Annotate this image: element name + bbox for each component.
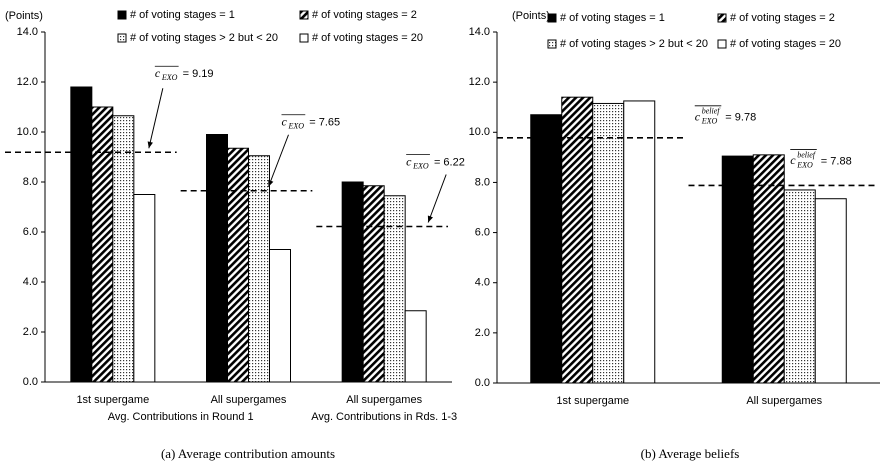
group-label: Avg. Contributions in Rds. 1-3 (311, 411, 457, 423)
legend-label: # of voting stages > 2 but < 20 (130, 32, 278, 44)
bar (752, 154, 785, 384)
legend-swatch (117, 10, 127, 20)
legend-label: # of voting stages > 2 but < 20 (560, 38, 708, 50)
bar (783, 189, 816, 384)
bar (206, 134, 228, 383)
subscript: EXO (796, 160, 813, 169)
bar (248, 155, 270, 383)
subscript: EXO (161, 73, 178, 82)
y-tick-label: 0.0 (23, 376, 38, 388)
subscript: EXO (288, 122, 305, 131)
y-unit: (Points) (512, 10, 550, 22)
y-tick-label: 10.0 (17, 126, 38, 138)
bar (362, 185, 385, 383)
bar (404, 310, 427, 383)
annotation-value: = 7.88 (821, 155, 852, 167)
y-tick-label: 4.0 (475, 277, 490, 289)
x-tick-label: All supergames (211, 394, 287, 406)
legend-swatch (299, 10, 309, 20)
legend-swatch (547, 39, 557, 49)
y-tick-label: 10.0 (469, 126, 490, 138)
superscript: belief (797, 150, 817, 159)
symbol: c (155, 66, 161, 80)
y-tick-label: 8.0 (23, 176, 38, 188)
legend-label: # of voting stages = 2 (312, 9, 417, 21)
bar (530, 114, 563, 384)
legend-label: # of voting stages = 1 (560, 12, 665, 24)
legend-swatch (117, 33, 127, 43)
bar (91, 106, 114, 383)
bar (112, 115, 135, 383)
y-unit: (Points) (5, 10, 43, 22)
y-tick-label: 12.0 (17, 76, 38, 88)
y-tick-label: 4.0 (23, 276, 38, 288)
legend-swatch (717, 13, 727, 23)
y-tick-label: 14.0 (17, 26, 38, 38)
subscript: EXO (701, 117, 718, 126)
symbol: c (282, 115, 288, 129)
bar (814, 198, 847, 384)
y-tick-label: 12.0 (469, 76, 490, 88)
bar (383, 195, 406, 383)
annotation-value: = 7.65 (309, 117, 340, 129)
legend-label: # of voting stages = 20 (730, 38, 841, 50)
group-label: Avg. Contributions in Round 1 (108, 411, 254, 423)
arrow-head (147, 141, 153, 149)
bar (623, 100, 656, 384)
symbol: c (695, 110, 701, 124)
y-tick-label: 8.0 (475, 176, 490, 188)
superscript: belief (702, 107, 722, 116)
bar (70, 86, 93, 383)
bar (341, 181, 364, 383)
x-tick-label: 1st supergame (556, 395, 629, 407)
arrow-head (268, 179, 274, 187)
y-tick-label: 6.0 (23, 226, 38, 238)
y-tick-label: 14.0 (469, 26, 490, 38)
bar (133, 194, 156, 383)
bar (561, 96, 594, 384)
x-tick-label: All supergames (346, 394, 422, 406)
arrow-head (427, 215, 433, 223)
legend-label: # of voting stages = 2 (730, 12, 835, 24)
bar (227, 147, 249, 383)
bar (721, 155, 754, 384)
caption: (b) Average beliefs (641, 446, 740, 461)
y-tick-label: 0.0 (475, 377, 490, 389)
y-tick-label: 2.0 (475, 327, 490, 339)
legend-swatch (299, 33, 309, 43)
annotation-value: = 9.19 (183, 68, 214, 80)
legend-label: # of voting stages = 20 (312, 32, 423, 44)
arrow (148, 88, 164, 149)
subscript: EXO (412, 161, 429, 170)
symbol: c (406, 154, 412, 168)
bar (269, 249, 291, 383)
bar (592, 102, 625, 384)
annotation-value: = 6.22 (434, 156, 465, 168)
y-tick-label: 6.0 (475, 226, 490, 238)
annotation-value: = 9.78 (725, 112, 756, 124)
legend-swatch (547, 13, 557, 23)
symbol: c (790, 153, 796, 167)
caption: (a) Average contribution amounts (161, 446, 335, 461)
x-tick-label: All supergames (746, 395, 822, 407)
legend-label: # of voting stages = 1 (130, 9, 235, 21)
arrow (427, 174, 447, 223)
legend-swatch (717, 39, 727, 49)
x-tick-label: 1st supergame (76, 394, 149, 406)
y-tick-label: 2.0 (23, 326, 38, 338)
arrow (268, 134, 289, 187)
